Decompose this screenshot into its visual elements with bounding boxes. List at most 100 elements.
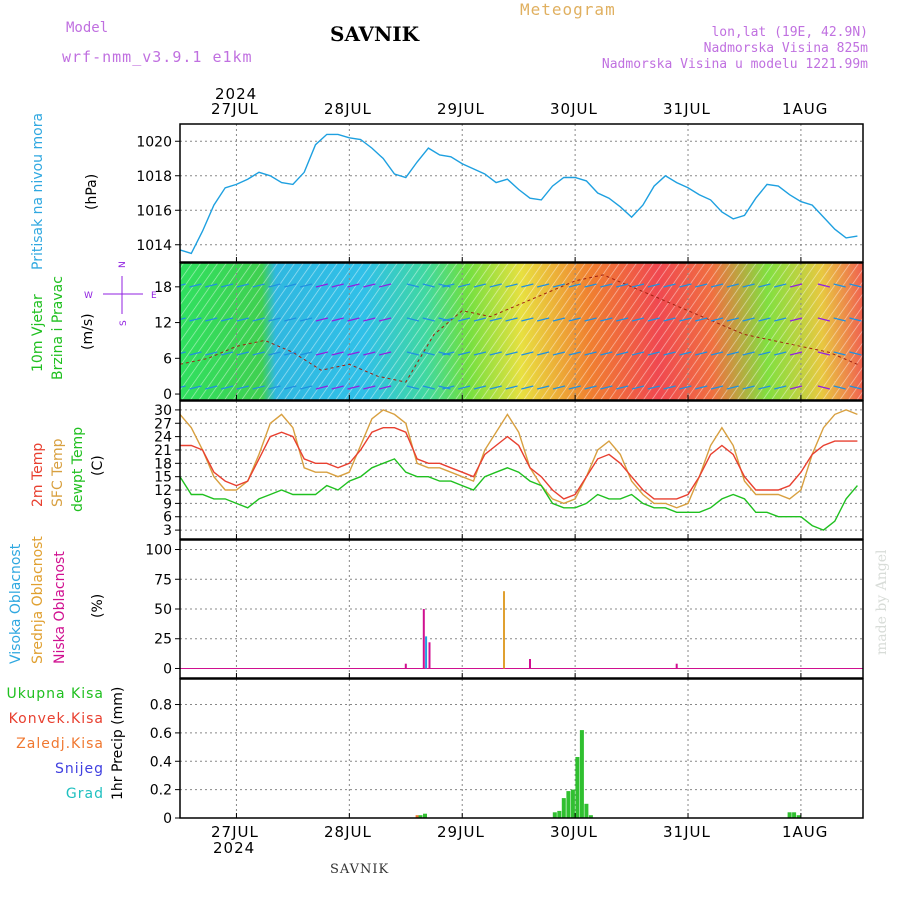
wind-barb [726,351,739,356]
bottom-day-label: 1AUG [782,823,829,841]
y-tick-label: 0.2 [150,783,172,799]
wind-barb [505,385,518,390]
y-tick-label: 75 [154,572,172,588]
bottom-year: 2024 [213,839,256,857]
wind-barb [616,351,629,356]
wind-barb [679,351,692,356]
top-day-label: 30JUL [550,100,598,118]
y-tick-label: 0 [163,811,172,827]
wind-barb [189,351,202,356]
wind-barb [378,317,392,322]
rain-conv-label: Konvek.Kisa [8,711,104,727]
wind-barb [299,283,313,288]
top-day-label: 1AUG [782,100,829,118]
wind-barb [442,283,455,288]
pressure-line [179,133,858,255]
wind-barb [710,317,724,322]
dewpt-line [179,458,858,531]
wind-barb [600,385,613,390]
top-day-label: 27JUL [211,100,259,118]
wind-barb [742,283,755,288]
wind-barb [695,385,708,390]
rain-total-bar [584,803,589,818]
wind-barb [473,385,487,390]
wind-barb [189,283,202,288]
wind-barb [710,283,724,288]
y-tick-label: 6 [163,510,172,526]
wind-barb [758,351,771,356]
wind-barb [284,351,297,356]
wind-barb [422,317,435,322]
y-tick-label: 1018 [136,169,172,185]
y-tick-label: 30 [154,403,172,419]
wind-barb [537,351,550,356]
cloud-low-bar [529,659,531,669]
wind-barb [180,283,186,287]
wind-barb [552,351,566,356]
y-tick-label: 0.6 [150,726,172,742]
wind-barb [180,351,186,355]
wind-barb [584,283,597,288]
wind-barb [347,283,360,288]
wind-barb [505,283,518,288]
wind-barb [568,283,581,288]
rain-total-bar [418,815,423,818]
wind-barb [205,283,218,288]
y-tick-label: 100 [145,543,172,559]
wind-barb [537,385,550,390]
wind-barb [406,351,420,356]
wind-barb [817,317,830,322]
wind-barb [695,283,708,288]
wind-barb [726,283,739,288]
product-title: Meteogram [520,0,616,19]
wind-barb [568,317,581,322]
rain-total-bar [561,798,566,818]
y-tick-label: 6 [163,351,172,367]
wind-barb [331,351,344,356]
wind-barb [422,385,435,390]
y-tick-label: 0.8 [150,698,172,714]
wind-barb [252,317,265,322]
cloud-low-bar [428,642,431,669]
compass-south: S [119,320,129,326]
wind-barb [284,283,297,288]
wind-barb [742,317,755,322]
wind-barb [438,385,451,390]
wind-barb [442,317,455,322]
wind-barb [363,283,376,288]
wind-barb [521,317,534,322]
wind-barb [679,317,692,322]
wind-barb [347,385,360,390]
cloud-low-bar [404,663,407,669]
rain-total-bar [787,812,792,818]
wind-barb [600,317,613,322]
compass-west: W [84,291,93,301]
wind-barb [568,351,581,356]
wind-barb [552,283,566,288]
hail-label: Grad [65,786,104,802]
wind-barb [422,283,435,288]
wind-barb [438,351,451,356]
wind-barb [537,317,550,322]
panel-frame [179,262,864,401]
bottom-day-label: 30JUL [550,823,598,841]
wind-barb [220,283,234,288]
rain-total-bar [588,815,593,818]
wind-barb [180,385,186,389]
wind-barb [299,385,313,390]
wind-barb [663,283,676,288]
wind-barb [406,283,420,288]
wind-barb [236,283,250,288]
wind-barb [331,385,344,390]
wind-barb [631,351,645,356]
y-tick-label: 15 [154,470,172,486]
y-tick-label: 0.4 [150,754,172,770]
wind-barb [616,283,629,288]
wind-barb [189,385,202,390]
wind-barb [758,385,771,390]
wind-barb [710,351,724,356]
wind-barb [600,351,613,356]
wind-barb [647,351,660,356]
wind-barb [236,351,250,356]
wind-barb [473,283,487,288]
